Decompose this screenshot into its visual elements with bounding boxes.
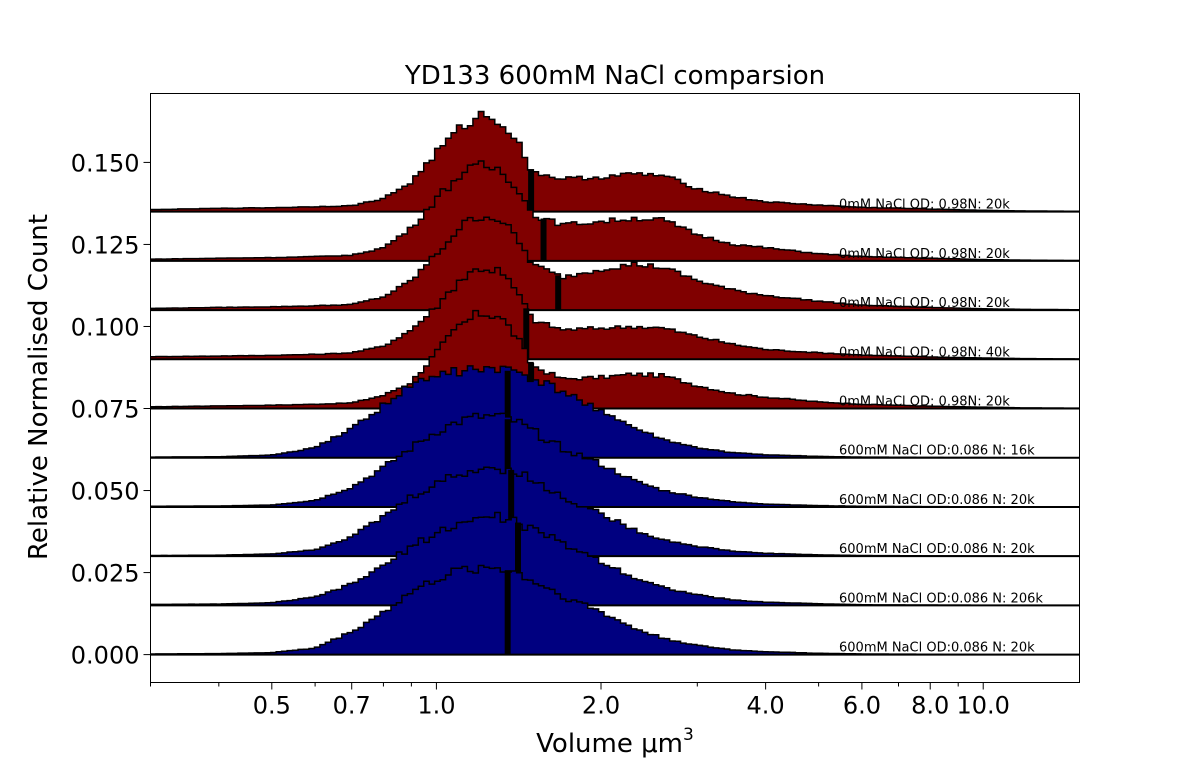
chart-title: YD133 600mM NaCl comparsion <box>404 61 825 91</box>
x-axis-label: Volume μm3 <box>536 725 694 759</box>
series-area <box>150 310 1080 409</box>
median-marker <box>508 469 515 557</box>
median-marker <box>523 308 530 360</box>
series-5: 600mM NaCl OD:0.086 N: 20k <box>150 564 1080 656</box>
y-tick-label: 0.075 <box>71 396 140 424</box>
series-area <box>150 467 1080 557</box>
series-label: 0mM NaCl OD: 0.98N: 20k <box>839 247 1010 262</box>
series-label: 600mM NaCl OD:0.086 N: 20k <box>839 641 1035 656</box>
y-tick-label: 0.125 <box>71 231 140 259</box>
series-9: 600mM NaCl OD:0.086 N: 16k <box>150 365 1080 459</box>
median-marker <box>528 169 535 212</box>
median-marker <box>504 570 511 655</box>
x-tick-label: 10.0 <box>956 692 1009 720</box>
y-tick-label: 0.050 <box>71 478 140 506</box>
y-tick-label: 0.025 <box>71 560 140 588</box>
series-label: 0mM NaCl OD: 0.98N: 20k <box>839 198 1010 213</box>
series-label: 600mM NaCl OD:0.086 N: 16k <box>839 444 1035 459</box>
y-tick-label: 0.000 <box>71 642 140 670</box>
median-marker <box>504 419 511 507</box>
y-axis-label: Relative Normalised Count <box>24 214 54 560</box>
series-7: 600mM NaCl OD:0.086 N: 20k <box>150 466 1080 557</box>
series-outline <box>150 160 1080 262</box>
series-area <box>150 267 1080 360</box>
series-outline <box>150 266 1080 360</box>
y-tick-label: 0.100 <box>71 313 140 341</box>
series-area <box>150 512 1080 606</box>
x-tick-label: 6.0 <box>843 692 881 720</box>
series-area <box>150 565 1080 655</box>
series-2: 0mM NaCl OD: 0.98N: 20k <box>150 216 1080 311</box>
x-tick-label: 0.5 <box>253 692 291 720</box>
series-8: 600mM NaCl OD:0.086 N: 20k <box>150 412 1080 508</box>
series-area <box>150 217 1080 311</box>
series-1: 0mM NaCl OD: 0.98N: 40k <box>150 266 1080 360</box>
series-label: 600mM NaCl OD:0.086 N: 20k <box>839 493 1035 508</box>
series-label: 0mM NaCl OD: 0.98N: 40k <box>839 345 1010 360</box>
series-outline <box>150 309 1080 409</box>
median-marker <box>540 218 547 261</box>
x-tick-label: 2.0 <box>582 692 620 720</box>
series-outline <box>150 216 1080 311</box>
x-tick-label: 8.0 <box>911 692 949 720</box>
series-6: 600mM NaCl OD:0.086 N: 206k <box>150 511 1080 606</box>
x-axis: 0.5 0.7 1.0 2.0 4.0 6.0 8.0 10.0 <box>150 682 1010 720</box>
x-tick-label: 0.7 <box>333 692 371 720</box>
median-marker <box>504 370 511 458</box>
x-tick-label: 1.0 <box>417 692 455 720</box>
series-area <box>150 160 1080 261</box>
series-label: 0mM NaCl OD: 0.98N: 20k <box>839 296 1010 311</box>
plot-frame <box>150 93 1080 683</box>
series-4: 0mM NaCl OD: 0.98N: 20k <box>150 110 1080 213</box>
median-marker <box>555 275 562 311</box>
series-area <box>150 365 1080 458</box>
series-label: 0mM NaCl OD: 0.98N: 20k <box>839 395 1010 410</box>
series-layer: 0mM NaCl OD: 0.98N: 20k 0mM NaCl OD: 0.98… <box>150 110 1080 656</box>
series-label: 600mM NaCl OD:0.086 N: 206k <box>839 591 1043 606</box>
y-tick-label: 0.150 <box>71 149 140 177</box>
series-area <box>150 413 1080 507</box>
series-3: 0mM NaCl OD: 0.98N: 20k <box>150 160 1080 262</box>
series-label: 600mM NaCl OD:0.086 N: 20k <box>839 542 1035 557</box>
series-area <box>150 111 1080 212</box>
series-outline <box>150 110 1080 213</box>
x-tick-label: 4.0 <box>747 692 785 720</box>
y-axis: 0.000 0.025 0.050 0.075 0.100 0.125 0.150 <box>71 149 151 670</box>
median-marker <box>515 522 521 606</box>
